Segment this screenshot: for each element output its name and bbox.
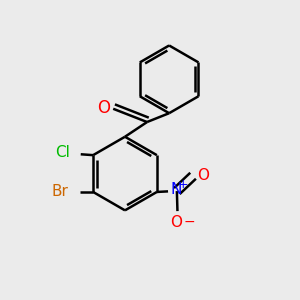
Text: Br: Br — [51, 184, 68, 199]
Text: O: O — [170, 214, 182, 230]
Text: −: − — [184, 214, 196, 229]
Text: Cl: Cl — [55, 145, 70, 160]
Text: O: O — [197, 168, 209, 183]
Text: O: O — [97, 99, 110, 117]
Text: N: N — [170, 182, 182, 197]
Text: +: + — [178, 178, 189, 191]
